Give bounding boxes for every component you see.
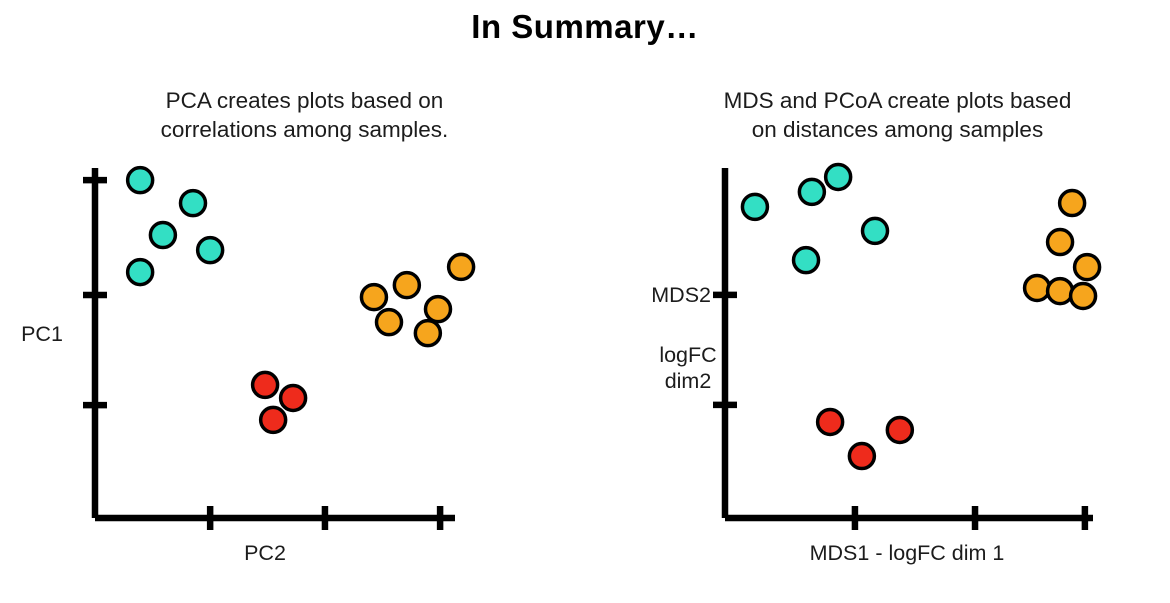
orange-cluster-point: [374, 307, 404, 337]
red-cluster-point: [278, 383, 308, 413]
x-axis-label: MDS1 - logFC dim 1: [810, 541, 1005, 565]
teal-cluster-point: [791, 245, 821, 275]
mds-chart-subtitle-line2: on distances among samples: [751, 117, 1044, 142]
orange-cluster-point: [1045, 276, 1075, 306]
orange-cluster-point: [423, 294, 453, 324]
teal-cluster-point: [797, 177, 827, 207]
teal-cluster-point: [740, 192, 770, 222]
teal-cluster-point: [125, 257, 155, 287]
teal-cluster-point: [178, 188, 208, 218]
orange-cluster-point: [1045, 227, 1075, 257]
orange-cluster-point: [1057, 188, 1087, 218]
pca-chart-subtitle-line2: correlations among samples.: [160, 117, 449, 142]
y-axis-label: MDS2: [651, 283, 711, 307]
orange-cluster-point: [1072, 252, 1102, 282]
teal-cluster-point: [195, 235, 225, 265]
orange-cluster-point: [359, 282, 389, 312]
pca-chart-subtitle: PCA creates plots based on correlations …: [12, 86, 597, 144]
orange-cluster-point: [1068, 281, 1098, 311]
pca-scatter-plot: PC2 PC1: [21, 165, 476, 565]
orange-cluster-point: [392, 270, 422, 300]
red-cluster-point: [258, 405, 288, 435]
red-cluster-point: [847, 441, 877, 471]
teal-cluster-point: [823, 162, 853, 192]
red-cluster-point: [815, 407, 845, 437]
y-axis-label: dim2: [665, 369, 712, 393]
teal-cluster-point: [125, 165, 155, 195]
orange-cluster-point: [1022, 273, 1052, 303]
mds-chart-subtitle-line1: MDS and PCoA create plots based: [723, 88, 1072, 113]
orange-cluster-point: [446, 252, 476, 282]
red-cluster-point: [885, 415, 915, 445]
red-cluster-point: [250, 370, 280, 400]
pca-chart-subtitle-line1: PCA creates plots based on: [165, 88, 444, 113]
page-title: In Summary…: [471, 8, 699, 45]
teal-cluster-point: [148, 220, 178, 250]
orange-cluster-point: [413, 318, 443, 348]
mds-chart-subtitle: MDS and PCoA create plots based on dista…: [605, 86, 1170, 144]
y-axis-label: logFC: [659, 343, 716, 367]
x-axis-label: PC2: [244, 541, 286, 565]
y-axis-label: PC1: [21, 322, 63, 346]
teal-cluster-point: [860, 216, 890, 246]
